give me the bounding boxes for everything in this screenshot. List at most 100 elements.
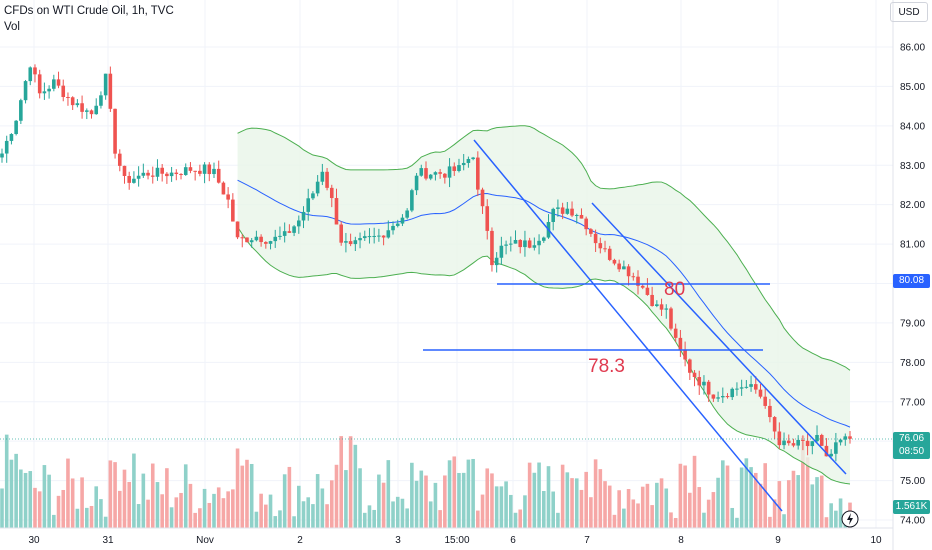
volume-bar <box>183 464 188 528</box>
candle <box>730 387 735 401</box>
candle <box>815 425 819 443</box>
volume-bar <box>612 514 617 528</box>
x-tick-label: 8 <box>678 535 684 546</box>
volume-bar <box>499 486 504 528</box>
band-upper-line <box>237 125 851 371</box>
y-tick-label: 82.00 <box>900 200 925 211</box>
candle <box>622 260 626 270</box>
time-axis[interactable]: 30 31 Nov 2 3 15:00 6 7 8 9 10 <box>0 527 893 546</box>
candle <box>0 148 4 163</box>
candle <box>655 300 659 308</box>
candle <box>457 158 461 173</box>
volume-bar <box>160 494 164 528</box>
volume-bar <box>796 475 800 528</box>
volume-bar <box>424 475 428 528</box>
volume-bar <box>344 470 348 528</box>
volume-bar <box>372 509 376 528</box>
candle <box>598 237 603 254</box>
candlestick-series <box>0 64 852 462</box>
volume-bar <box>786 480 791 528</box>
candle <box>358 232 362 249</box>
currency-button[interactable]: USD <box>890 2 928 22</box>
candle <box>697 370 702 395</box>
volume-bar <box>117 490 122 528</box>
candle <box>249 237 254 248</box>
candle <box>372 227 376 244</box>
candle <box>735 382 739 396</box>
volume-bar <box>329 480 334 528</box>
candle <box>706 379 711 402</box>
volume-indicator-label[interactable]: Vol <box>4 21 20 33</box>
candle <box>721 387 725 403</box>
volume-bar <box>640 486 645 528</box>
candle <box>117 149 122 172</box>
candle <box>410 188 414 213</box>
volume-bar <box>706 499 711 528</box>
volume-bar <box>4 434 9 528</box>
candle <box>169 166 174 182</box>
channel-lower-line[interactable] <box>591 202 847 475</box>
x-tick-label: 6 <box>510 535 516 546</box>
volume-bar <box>513 512 518 528</box>
volume-bar <box>150 463 155 528</box>
volume-bar <box>377 474 381 528</box>
candle <box>339 221 343 246</box>
candle <box>311 191 315 201</box>
candle <box>381 235 386 246</box>
candle <box>174 169 179 181</box>
countdown-badge: 08:50 <box>893 445 930 459</box>
candle <box>9 133 14 145</box>
candle <box>240 234 245 248</box>
volume-bar <box>683 465 687 528</box>
volume-bar <box>235 448 240 528</box>
volume-bar <box>362 512 367 528</box>
volume-bar <box>659 478 664 528</box>
volume-bar <box>395 496 400 528</box>
candle <box>490 227 494 272</box>
candle <box>636 270 640 295</box>
volume-bar <box>452 456 457 528</box>
volume-bar <box>650 505 654 528</box>
x-tick-label: 7 <box>584 535 590 546</box>
volume-bar <box>28 471 33 528</box>
volume-bar <box>607 485 612 528</box>
candle <box>758 384 763 399</box>
volume-bar <box>669 512 673 528</box>
candle <box>711 394 716 403</box>
volume-bar <box>527 462 532 528</box>
candle <box>75 99 80 108</box>
volume-bar <box>89 505 94 528</box>
volume-bar <box>485 468 490 528</box>
volume-bar <box>801 436 805 528</box>
channel-bands <box>237 125 851 485</box>
channel-upper-line[interactable] <box>473 139 783 512</box>
candle <box>692 370 697 387</box>
candle <box>772 416 777 440</box>
candle <box>202 162 207 184</box>
candle <box>801 435 805 451</box>
volume-bar <box>692 455 697 528</box>
y-tick-label: 75.00 <box>900 476 925 487</box>
x-tick-label: 30 <box>28 535 40 546</box>
volume-bar <box>626 489 631 528</box>
candle <box>669 306 673 331</box>
candle <box>301 206 306 229</box>
candle <box>122 165 127 184</box>
candle <box>744 380 749 389</box>
volume-bar <box>33 487 37 528</box>
candle <box>42 82 47 100</box>
candle <box>664 304 669 319</box>
candle <box>570 201 574 218</box>
volume-bar <box>838 498 843 528</box>
volume-bar <box>169 507 174 528</box>
volume-bar <box>306 497 311 528</box>
x-tick-label: 10 <box>870 535 882 546</box>
y-tick-label: 85.00 <box>900 82 925 93</box>
candle <box>848 430 852 444</box>
y-tick-label: 81.00 <box>900 240 925 251</box>
replay-icon[interactable] <box>841 510 859 528</box>
volume-bar <box>240 465 245 528</box>
volume-bar <box>523 495 527 528</box>
volume-bar <box>829 503 833 528</box>
